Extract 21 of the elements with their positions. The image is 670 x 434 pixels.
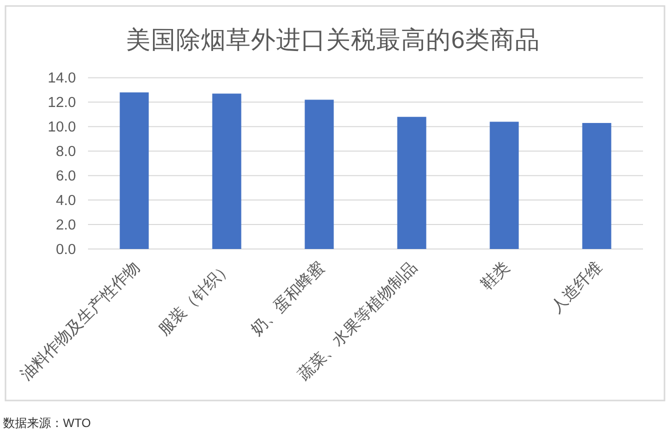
bar: [120, 92, 149, 249]
bar: [490, 122, 519, 249]
source-note: 数据来源：WTO: [3, 416, 91, 430]
x-tick-label: 服装（针织）: [154, 258, 236, 339]
y-tick-label: 6.0: [56, 168, 76, 185]
x-tick-label: 人造纤维: [548, 258, 606, 316]
bar: [582, 122, 612, 249]
y-tick-label: 8.0: [56, 144, 76, 160]
x-tick-label: 油料作物及生产性作物: [17, 258, 144, 384]
bar: [212, 94, 242, 249]
chart-title: 美国除烟草外进口关税最高的6类商品: [126, 26, 540, 54]
y-tick-label: 0.0: [56, 242, 76, 258]
y-tick-label: 14.0: [48, 70, 76, 87]
y-tick-label: 12.0: [48, 95, 76, 112]
x-tick-label: 鞋类: [478, 258, 514, 294]
bar: [397, 116, 426, 249]
bar: [304, 100, 334, 249]
y-tick-label: 2.0: [56, 218, 76, 234]
x-tick-label: 奶、蛋和蜂蜜: [247, 258, 328, 339]
y-tick-label: 4.0: [56, 193, 76, 210]
y-tick-label: 10.0: [48, 120, 76, 136]
